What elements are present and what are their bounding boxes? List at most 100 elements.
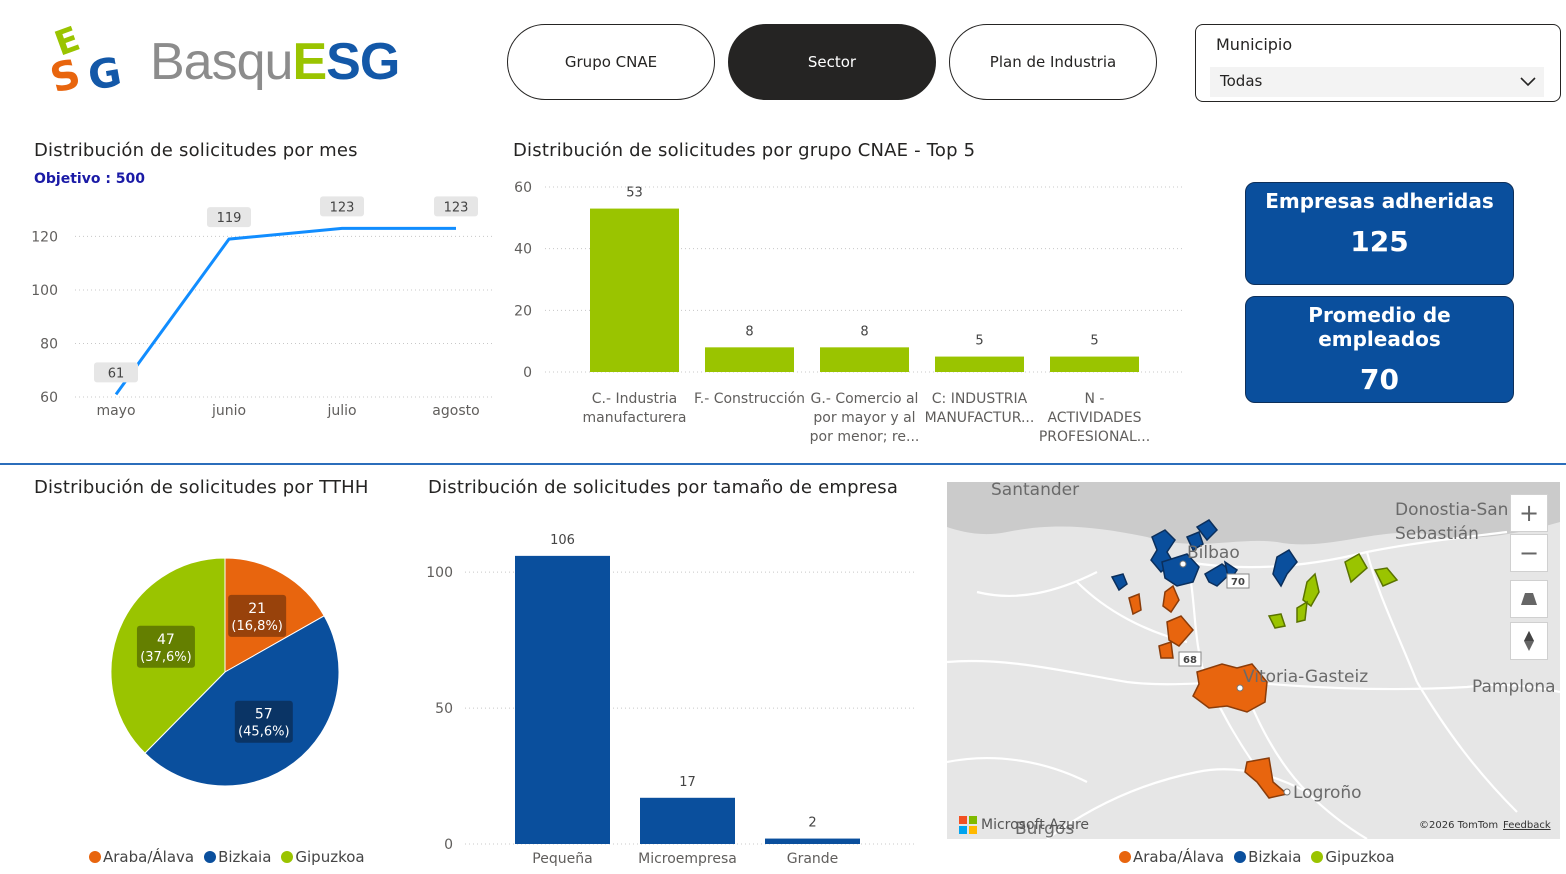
section-divider: [0, 463, 1566, 465]
y-tick-label: 20: [514, 303, 532, 319]
slice-label-bg: [228, 594, 287, 637]
zoom-in-icon: +: [1518, 499, 1540, 527]
legend-label: Bizkaia: [1248, 848, 1302, 866]
y-tick-label: 50: [435, 701, 453, 717]
map-visual[interactable]: 70 68 Santander Donostia-San Sebastián B…: [947, 482, 1560, 839]
y-tick-label: 0: [444, 837, 453, 853]
legend-item-gipuzkoa[interactable]: Gipuzkoa: [1311, 848, 1395, 866]
legend-item-bizkaia[interactable]: Bizkaia: [204, 848, 271, 866]
araba-regions: [1128, 584, 1289, 799]
x-tick-label: Grande: [787, 851, 839, 867]
basquesg-logo: E S G: [50, 18, 420, 98]
x-tick-label: MANUFACTUR...: [925, 410, 1035, 426]
municipio-slicer: Municipio Todas: [1195, 24, 1561, 102]
slicer-title: Municipio: [1216, 35, 1293, 54]
map-canvas: 70 68 Santander Donostia-San Sebastián B…: [947, 482, 1560, 839]
road-badge-68-label: 68: [1183, 655, 1197, 666]
gipuzkoa-regions: [1267, 552, 1399, 629]
legend-label: Gipuzkoa: [1325, 848, 1395, 866]
nav-label: Sector: [807, 53, 857, 71]
x-tick-label: Pequeña: [532, 851, 592, 867]
x-tick-label: julio: [326, 403, 356, 419]
y-tick-label: 100: [31, 283, 58, 299]
cnae-chart-title: Distribución de solicitudes por grupo CN…: [513, 140, 976, 161]
zoom-out-button[interactable]: −: [1510, 534, 1548, 572]
legend-item-gipuzkoa[interactable]: Gipuzkoa: [281, 848, 365, 866]
x-tick-label: ACTIVIDADES: [1047, 410, 1141, 426]
kpi-label: Empresas adheridas: [1265, 189, 1494, 213]
bar[interactable]: [935, 356, 1024, 372]
tthh-pie-chart: 21 (16,8%) 57 (45,6%) 47 (37,6%): [110, 557, 340, 787]
x-tick-label: por menor; re...: [810, 429, 920, 445]
microsoft-logo-icon: [959, 816, 977, 834]
data-label: 123: [330, 200, 355, 215]
logo-text-basqu: Basqu: [150, 33, 293, 91]
bizkaia-regions: [1110, 519, 1298, 592]
x-tick-label: agosto: [432, 403, 479, 419]
nav-button-sector[interactable]: Sector: [728, 24, 936, 100]
bar[interactable]: [640, 797, 735, 844]
nav-button-grupo-cnae[interactable]: Grupo CNAE: [507, 24, 715, 100]
x-tick-label: C: INDUSTRIA: [932, 391, 1028, 407]
nav-label: Plan de Industria: [989, 53, 1117, 71]
nav-button-plan-industria[interactable]: Plan de Industria: [949, 24, 1157, 100]
y-tick-label: 120: [31, 229, 58, 245]
bar[interactable]: [765, 838, 860, 844]
tthh-legend: Araba/Álava Bizkaia Gipuzkoa: [89, 848, 371, 866]
bar[interactable]: [515, 555, 610, 844]
y-tick-label: 60: [514, 180, 532, 196]
bar[interactable]: [590, 208, 679, 372]
y-tick-label: 40: [514, 242, 532, 258]
zoom-out-icon: −: [1518, 539, 1540, 567]
series-line: [114, 226, 456, 396]
zoom-in-button[interactable]: +: [1510, 494, 1548, 532]
city-label-vitoria: Vitoria-Gasteiz: [1243, 667, 1368, 687]
bar[interactable]: [1050, 356, 1139, 372]
data-label: 17: [679, 775, 696, 790]
city-label-logrono: Logroño: [1293, 783, 1362, 803]
data-label-bg: [94, 362, 138, 383]
data-label: 123: [444, 200, 469, 215]
legend-dot-icon: [281, 851, 294, 863]
legend-item-araba[interactable]: Araba/Álava: [1119, 848, 1224, 866]
nav-label: Grupo CNAE: [564, 53, 658, 71]
city-label-santander: Santander: [991, 482, 1079, 500]
svg-text:G: G: [85, 49, 125, 98]
tthh-chart-title: Distribución de solicitudes por TTHH: [34, 477, 369, 498]
logo-text-e: E: [292, 33, 327, 91]
municipio-dropdown[interactable]: Todas: [1210, 67, 1544, 97]
data-label: 5: [975, 334, 983, 349]
feedback-link[interactable]: Feedback: [1503, 820, 1551, 831]
size-bar-chart: 0 50 100 106 Pequeña 17 Microempresa 2 Grande: [426, 533, 915, 867]
x-tick-label: PROFESIONAL...: [1039, 429, 1150, 445]
data-label: 106: [550, 533, 575, 548]
kpi-label: Promedio de empleados: [1308, 303, 1451, 351]
city-label-donostia: Donostia-San: [1395, 500, 1508, 520]
slice-value-label: 57: [255, 707, 273, 723]
y-tick-label: 100: [426, 565, 453, 581]
map-legend: Araba/Álava Bizkaia Gipuzkoa: [1119, 848, 1401, 866]
legend-item-bizkaia[interactable]: Bizkaia: [1234, 848, 1301, 866]
city-label-bilbao: Bilbao: [1187, 543, 1240, 563]
bar[interactable]: [820, 347, 909, 372]
data-label: 61: [108, 366, 125, 381]
bar[interactable]: [705, 347, 794, 372]
compass-button[interactable]: [1510, 622, 1548, 660]
legend-dot-icon: [204, 851, 217, 863]
legend-dot-icon: [89, 851, 101, 863]
slice-value-label: 47: [157, 632, 175, 648]
slice-pct-label: (16,8%): [231, 619, 282, 634]
data-label: 119: [217, 211, 242, 226]
data-label: 8: [745, 324, 753, 339]
city-label-sebastian: Sebastián: [1395, 524, 1479, 544]
tilt-button[interactable]: [1510, 580, 1548, 618]
road-badge-70-label: 70: [1231, 577, 1245, 588]
slice-pct-label: (37,6%): [140, 650, 191, 665]
legend-item-araba[interactable]: Araba/Álava: [89, 848, 194, 866]
legend-dot-icon: [1119, 851, 1131, 863]
kpi-value: 70: [1360, 363, 1399, 396]
kpi-card-empleados: Promedio de empleados 70: [1245, 296, 1514, 403]
x-tick-label: Microempresa: [638, 851, 737, 867]
kpi-value: 125: [1350, 225, 1409, 258]
slice-label-bg: [136, 625, 195, 668]
